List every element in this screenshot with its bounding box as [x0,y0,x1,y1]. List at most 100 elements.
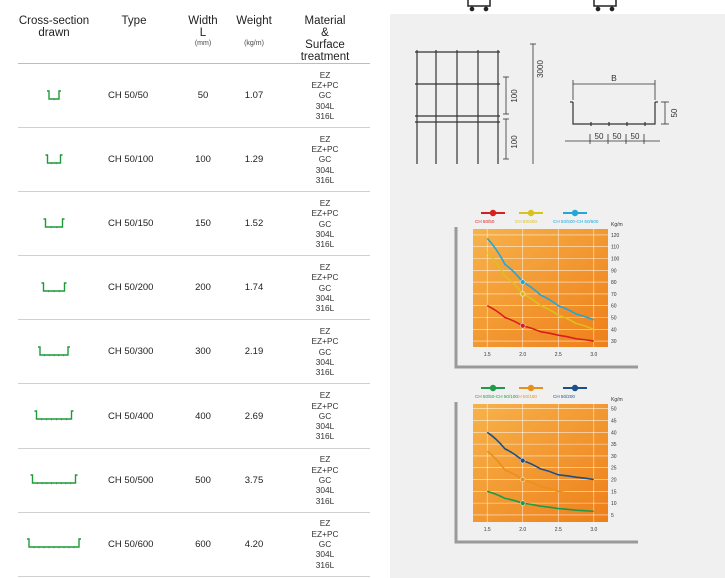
width-cell: 600 [195,538,211,550]
width-cell: 200 [195,282,211,294]
legend-entry: CH 50/50 [475,219,495,224]
chart-x-tick-label: 3.0 [590,527,597,533]
material-item: 316L [315,367,335,378]
material-item: 316L [315,495,335,506]
header-width-unit: (mm) [194,40,212,47]
section-dimensions [565,80,669,144]
header-weight-unit: (kg/m) [244,40,264,47]
chart-series-line [486,490,594,513]
cross-section-drawing-icon [38,346,70,357]
load-chart-2: 1.5 2.0 2.5 3.0 50 45 40 35 30 25 20 15 10 5 Kg/m CH 50… [454,384,638,544]
chart-data-point [520,323,526,329]
material-cell: EZ EZ+PC GC 304L 316L [280,256,370,320]
material-cell: EZ EZ+PC GC 304L 316L [280,448,370,512]
chart-y-tick-label: 5 [611,513,614,519]
chart-y-tick-label: 90 [611,268,617,274]
material-item: EZ [319,262,331,273]
weight-cell: 2.69 [244,410,264,422]
legend-swatch-dot [489,384,497,392]
chart-y-tick-label: 80 [611,280,617,286]
width-cell: 400 [195,410,211,422]
header-cross-section-line1: Cross-section [18,15,90,27]
header-weight-label: Weight [236,15,272,27]
material-item: 304L [315,164,335,175]
legend-swatch-dot [571,384,579,392]
chart-data-point [520,457,526,464]
chart-x-tick-label: 3.0 [590,352,597,358]
chart-series-line [486,237,595,321]
material-cell: EZ EZ+PC GC 304L 316L [280,512,370,576]
material-item: EZ+PC [311,400,339,411]
section-width-label: B [611,73,617,83]
material-item: EZ [319,69,331,80]
top-cropped-icons [467,0,617,12]
cross-section-cell [18,64,90,128]
chart-y-tick-label: 45 [611,419,617,425]
material-item: 304L [315,100,335,111]
load-chart-1: 1.5 2.0 2.5 3.0 120 110 100 90 80 70 60 50 40 30 Kg/m C… [454,209,638,369]
chart-x-tick-label: 1.5 [484,352,491,358]
chart-y-tick-label: 70 [611,292,617,298]
type-cell: CH 50/300 [108,346,154,358]
material-item: 304L [315,549,335,560]
chart-series-line [486,450,594,500]
chart-frame [454,402,638,544]
material-item: GC [318,410,332,421]
material-item: EZ+PC [311,144,339,155]
material-item: EZ [319,326,331,337]
chart-y-tick-label: 60 [611,304,617,310]
header-width: Width L (mm) [178,13,228,64]
legend-entry: CH 50/200 [553,394,575,399]
material-item: EZ+PC [311,272,339,283]
chart-series-line [486,431,594,481]
legend-entry: CH 50/400 [515,219,537,224]
material-item: GC [318,154,332,165]
weight-cell: 1.29 [244,154,264,166]
material-item: 304L [315,421,335,432]
right-panel: 100 100 3000 B 50 50 50 5 [390,14,725,578]
chart-y-tick-label: 20 [611,478,617,484]
width-cell: 150 [195,218,211,230]
chart-x-tick-label: 1.5 [484,527,491,533]
chart-y-tick-label: 50 [611,316,617,322]
chart-y-tick-label: 30 [611,454,617,460]
material-cell: EZ EZ+PC GC 304L 316L [280,320,370,384]
chart-x-tick-label: 2.5 [555,527,562,533]
header-material: Material & Surface treatment [280,13,370,64]
width-cell: 300 [195,346,211,358]
material-item: 316L [315,110,335,121]
header-width-line2: L [199,27,207,39]
type-cell: CH 50/400 [108,410,154,422]
table-header-row: Cross-section drawn Type Width L (mm) We… [18,13,370,64]
material-item: EZ [319,133,331,144]
legend-swatch-dot [571,209,579,217]
table-row: CH 50/600 600 4.20 EZ EZ+PC GC 304L 316L [18,512,370,577]
material-item: GC [318,539,332,550]
cross-section-drawing-icon [34,410,74,421]
chart-data-point [520,500,526,506]
table-row: CH 50/200 200 1.74 EZ EZ+PC GC 304L 316L [18,256,370,320]
type-cell: CH 50/50 [108,90,149,102]
chart-data-point [520,279,526,285]
legend-entry: CH 50/50-CH 50/100 [475,394,518,399]
type-cell: CH 50/500 [108,474,154,486]
cross-section-cell [18,448,90,512]
material-item: EZ+PC [311,208,339,219]
header-material-line2: & [321,27,329,39]
chart-series-line [486,252,595,331]
chart-y-tick-label: 15 [611,489,617,495]
front-spacing-a-label: 100 [510,89,519,103]
chart-plot-area [473,404,608,522]
material-item: EZ+PC [311,336,339,347]
section-mesh-2-label: 50 [613,132,622,141]
header-material-line3: Surface treatment [300,39,350,63]
chart-y-tick-label: 25 [611,466,617,472]
width-cell: 100 [195,154,211,166]
weight-cell: 3.75 [244,474,264,486]
legend-swatch-dot [527,384,535,392]
chart-data-point [520,291,526,297]
tray-front-view-drawing [415,50,500,164]
table-row: CH 50/150 150 1.52 EZ EZ+PC GC 304L 316L [18,192,370,256]
type-cell: CH 50/600 [108,538,154,550]
chart-x-tick-label: 2.0 [519,527,526,533]
